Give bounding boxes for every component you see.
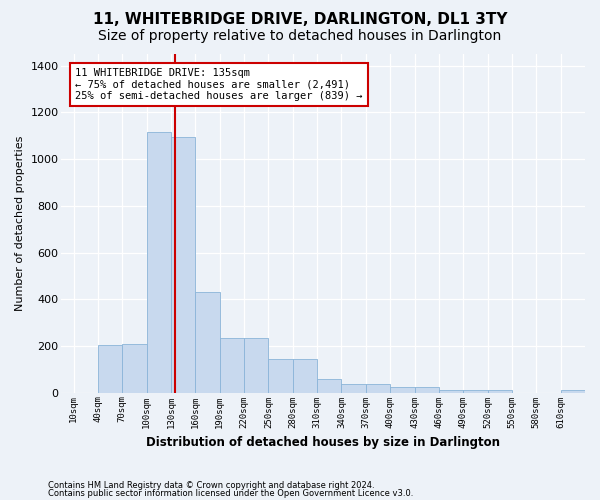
X-axis label: Distribution of detached houses by size in Darlington: Distribution of detached houses by size … — [146, 436, 500, 449]
Bar — [220, 338, 244, 392]
Bar — [98, 345, 122, 393]
Bar — [341, 384, 366, 392]
Bar — [171, 137, 196, 392]
Bar — [463, 390, 488, 392]
Bar — [293, 359, 317, 392]
Text: 11, WHITEBRIDGE DRIVE, DARLINGTON, DL1 3TY: 11, WHITEBRIDGE DRIVE, DARLINGTON, DL1 3… — [93, 12, 507, 26]
Bar — [244, 338, 268, 392]
Bar — [390, 387, 415, 392]
Bar — [488, 390, 512, 392]
Bar — [560, 390, 585, 392]
Y-axis label: Number of detached properties: Number of detached properties — [15, 136, 25, 311]
Bar — [317, 380, 341, 392]
Text: 11 WHITEBRIDGE DRIVE: 135sqm
← 75% of detached houses are smaller (2,491)
25% of: 11 WHITEBRIDGE DRIVE: 135sqm ← 75% of de… — [75, 68, 363, 101]
Bar — [268, 359, 293, 392]
Bar — [122, 344, 146, 392]
Bar — [196, 292, 220, 392]
Bar — [146, 132, 171, 392]
Bar — [439, 390, 463, 392]
Text: Contains public sector information licensed under the Open Government Licence v3: Contains public sector information licen… — [48, 489, 413, 498]
Bar — [366, 384, 390, 392]
Bar — [415, 387, 439, 392]
Text: Size of property relative to detached houses in Darlington: Size of property relative to detached ho… — [98, 29, 502, 43]
Text: Contains HM Land Registry data © Crown copyright and database right 2024.: Contains HM Land Registry data © Crown c… — [48, 480, 374, 490]
